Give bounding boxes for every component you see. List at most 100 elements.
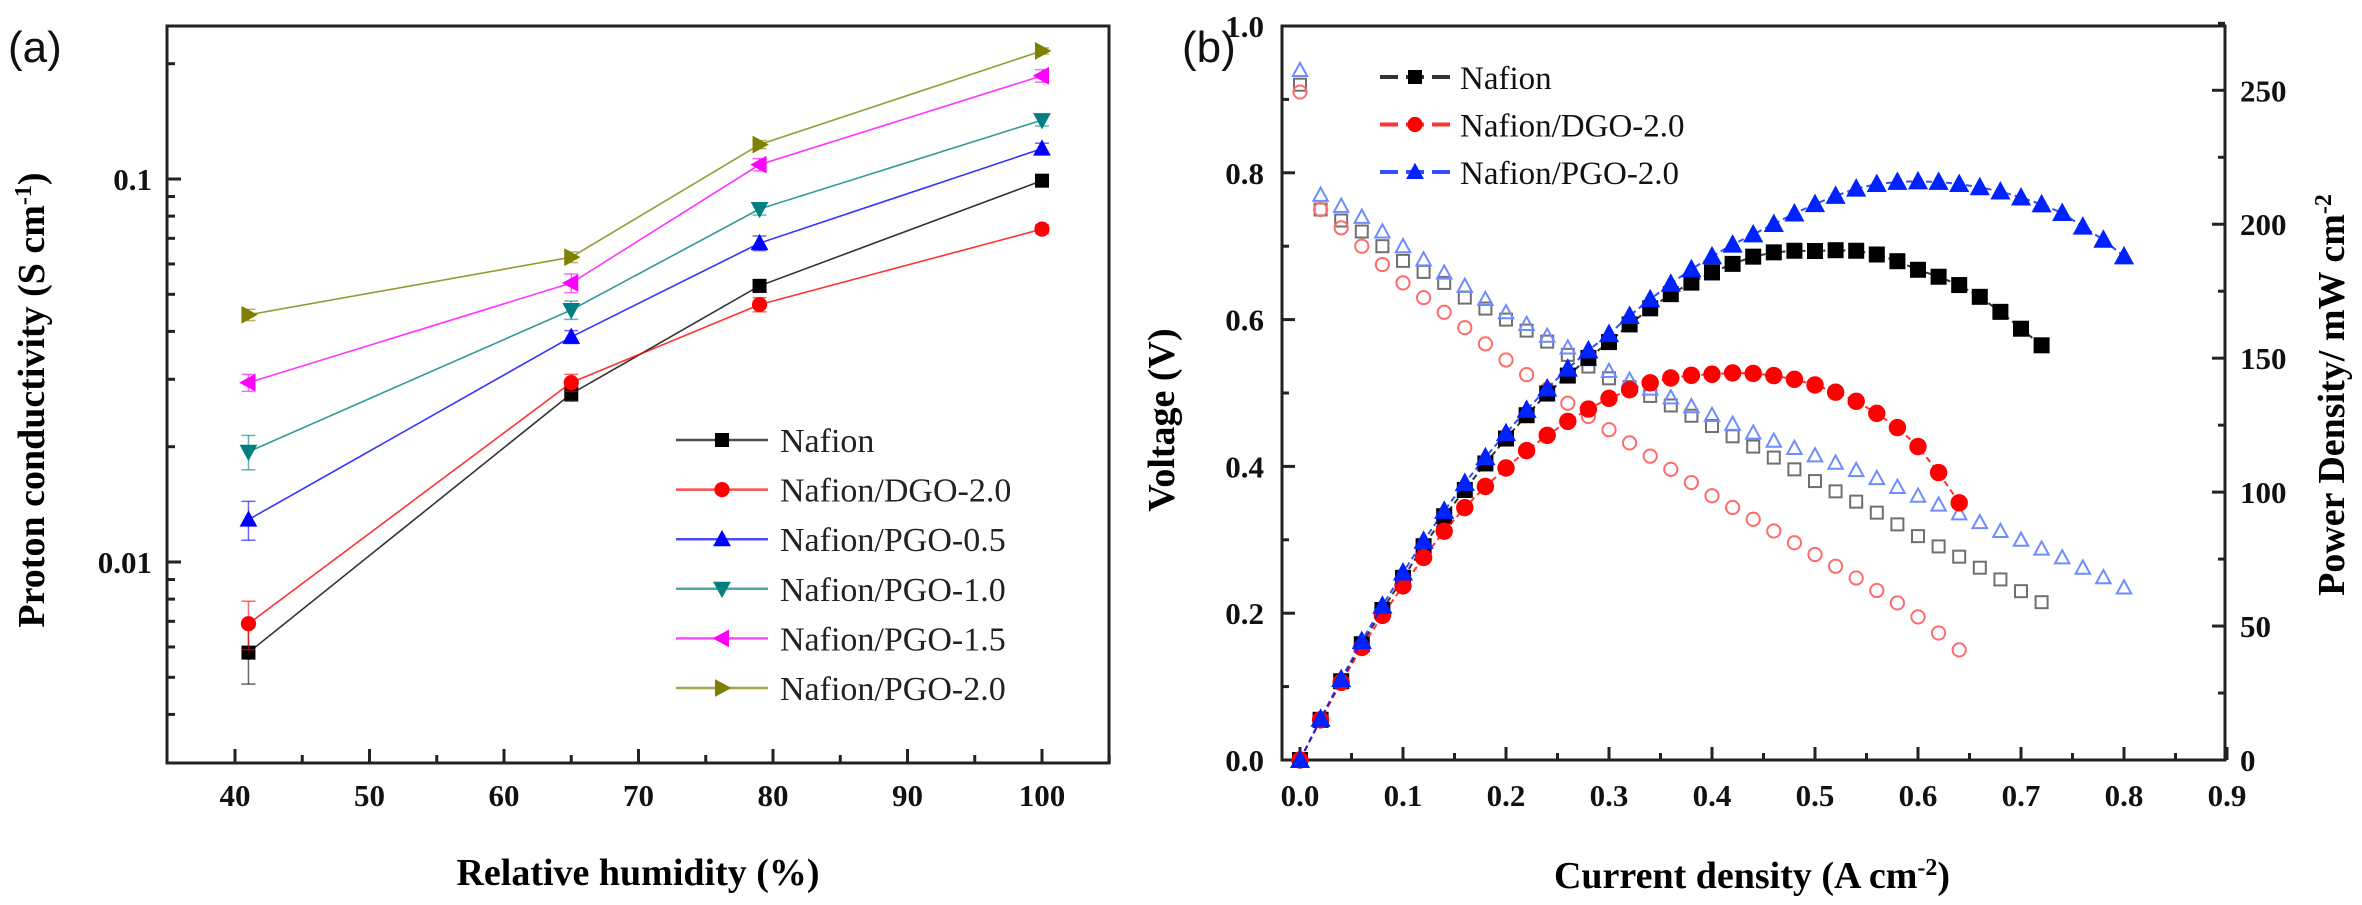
chart-a: (a) 40 50 60 70 80 90 100 0.01 0.1 Relative humi…	[8, 23, 1111, 894]
data-point-a	[1033, 113, 1051, 130]
voltage-point-b	[1602, 371, 1616, 386]
power-point-b	[2010, 186, 2032, 206]
power-point-b	[1786, 242, 1803, 259]
legend-marker-b	[1408, 70, 1422, 84]
voltage-point-b	[2053, 548, 2072, 565]
power-point-b	[1557, 358, 1578, 377]
power-point-b	[1456, 498, 1474, 517]
voltage-point-b	[1950, 504, 1969, 521]
legend-label-a: Nafion	[780, 423, 874, 460]
legend-marker-b	[1407, 116, 1423, 133]
x-tick-label-b: 0.6	[1899, 778, 1938, 813]
voltage-point-b	[1622, 435, 1638, 451]
voltage-point-b	[1808, 474, 1822, 489]
power-point-b	[1928, 171, 1949, 190]
power-point-b	[2033, 337, 2050, 354]
power-point-b	[1537, 377, 1558, 397]
power-point-b	[1807, 243, 1823, 260]
y2-tick-label-b: 200	[2240, 207, 2287, 242]
voltage-point-b	[2032, 539, 2051, 556]
voltage-point-b	[2034, 595, 2049, 610]
power-point-b	[1992, 303, 2009, 320]
power-point-b	[1929, 463, 1948, 482]
voltage-point-b	[2073, 558, 2092, 575]
power-point-b	[1990, 181, 2011, 200]
y-tick-label-b: 0.4	[1225, 449, 1264, 484]
voltage-point-b	[1663, 398, 1678, 413]
voltage-point-b	[1478, 301, 1493, 316]
voltage-point-b	[1394, 236, 1412, 254]
voltage-point-b	[2012, 530, 2030, 547]
power-point-b	[1806, 376, 1824, 394]
voltage-point-b	[1703, 405, 1721, 423]
voltage-point-b	[1952, 549, 1967, 564]
data-point-a	[1034, 221, 1050, 237]
legend-marker-b	[1406, 162, 1424, 179]
voltage-point-b	[1354, 238, 1370, 254]
data-point-a	[239, 444, 258, 462]
legend-label-a: Nafion/PGO-1.0	[780, 572, 1006, 609]
voltage-point-b	[1704, 488, 1720, 504]
voltage-point-b	[1457, 320, 1473, 336]
x-tick-label-b: 0.0	[1281, 778, 1320, 813]
voltage-point-b	[1890, 517, 1905, 532]
voltage-point-b	[1725, 499, 1741, 516]
y-tick-label-b: 0.8	[1225, 156, 1264, 191]
y2-tick-label-b: 100	[2240, 475, 2287, 510]
power-point-b	[1682, 366, 1701, 385]
power-point-b	[1744, 364, 1762, 383]
data-point-a	[241, 305, 258, 324]
voltage-point-b	[1785, 438, 1804, 456]
data-point-a	[751, 296, 768, 313]
power-point-b	[1971, 288, 1988, 305]
voltage-point-b	[1746, 439, 1761, 454]
power-point-b	[2013, 320, 2029, 337]
data-point-a	[563, 375, 579, 391]
voltage-point-b	[1764, 431, 1783, 448]
data-point-a	[1032, 66, 1049, 85]
data-point-a	[239, 510, 258, 527]
power-point-b	[1392, 561, 1414, 581]
voltage-point-b	[1849, 494, 1864, 509]
voltage-point-b	[1560, 395, 1576, 411]
voltage-point-b	[1333, 220, 1349, 236]
voltage-point-b	[1911, 529, 1925, 544]
power-line-b	[1299, 249, 2043, 761]
voltage-point-b	[1332, 196, 1351, 213]
voltage-point-b	[1498, 352, 1514, 368]
power-point-b	[1495, 422, 1517, 442]
y-axis-label-a: Proton conductivity (S cm-1)	[11, 172, 53, 627]
y-tick-label-b: 0.2	[1225, 596, 1264, 631]
power-point-b	[1454, 472, 1475, 492]
chart-b-marks: 0.0 0.1 0.2 0.3 0.4 0.5 0.6 0.7 0.8 0.9 0.0 0.2 0.4 0…	[1225, 9, 2286, 813]
power-point-b	[1887, 171, 1908, 190]
x-tick-label-a: 100	[1019, 778, 1066, 813]
power-point-b	[1476, 477, 1495, 496]
power-point-b	[1847, 392, 1865, 411]
x-axis-label-a: Relative humidity (%)	[456, 852, 819, 894]
voltage-point-b	[1374, 256, 1391, 273]
x-tick-label-b: 0.7	[2002, 778, 2041, 813]
y-tick-label-b: 0.0	[1225, 743, 1264, 778]
voltage-point-b	[1416, 264, 1431, 279]
voltage-point-b	[1682, 396, 1701, 414]
legend-marker-a	[715, 433, 729, 447]
data-point-a	[1033, 139, 1051, 156]
power-point-b	[1765, 244, 1782, 261]
voltage-point-b	[1683, 474, 1700, 491]
voltage-point-b	[1745, 511, 1761, 527]
y-tick-label-b: 0.6	[1225, 303, 1264, 338]
power-point-b	[1620, 381, 1639, 399]
series-line-a	[248, 147, 1043, 521]
power-point-b	[1866, 173, 1887, 193]
voltage-point-b	[1517, 314, 1536, 332]
voltage-point-b	[1373, 222, 1392, 239]
power-point-b	[1310, 708, 1331, 727]
x-tick-label-b: 0.1	[1384, 778, 1423, 813]
power-point-b	[1722, 234, 1743, 253]
power-point-b	[1559, 412, 1577, 431]
x-tick-label-b: 0.4	[1693, 778, 1732, 813]
power-point-b	[1641, 374, 1659, 392]
voltage-point-b	[1991, 521, 2010, 538]
